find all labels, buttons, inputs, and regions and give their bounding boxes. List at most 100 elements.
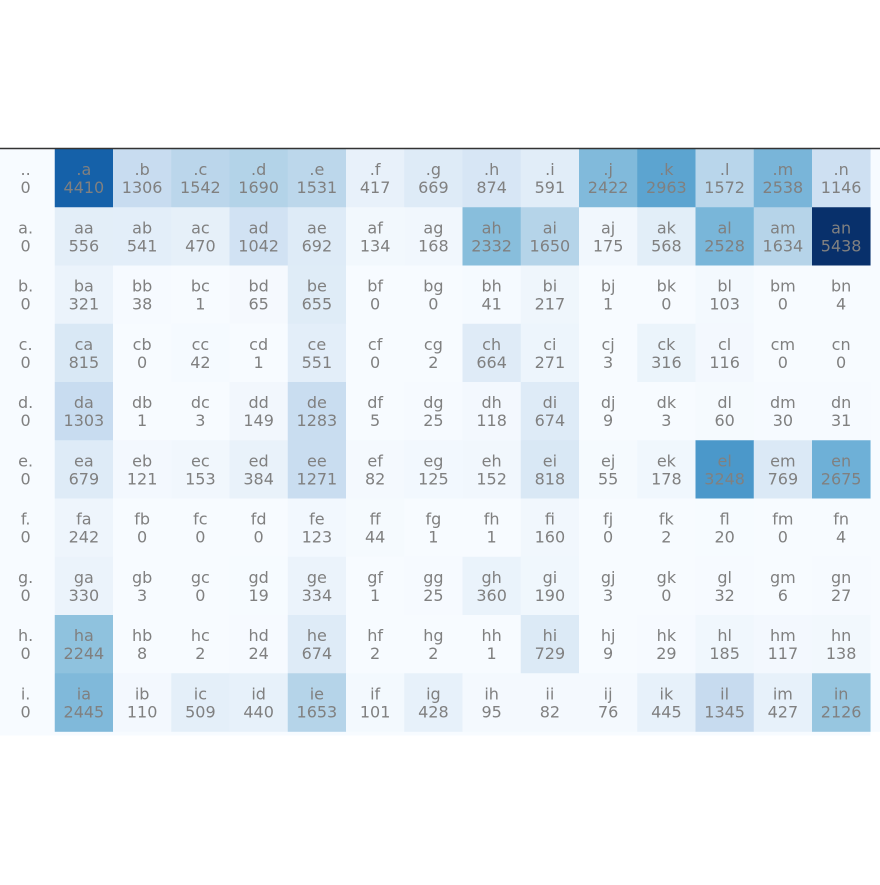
cell-value: 0 [254,528,264,547]
cell-value: 2538 [763,178,804,197]
cell-value: 2244 [64,644,105,663]
cell-rect [579,265,638,325]
cell-rect [637,615,696,674]
cell-label: fl [720,510,730,529]
cell-value: 669 [418,178,449,197]
cell-label: gm [770,568,796,587]
cell-rect [520,615,580,674]
heatmap-cell: gf1 [346,556,405,616]
cell-label: eh [482,451,502,470]
cell-value: 1572 [704,178,745,197]
cell-label: ek [657,451,677,470]
cell-label: dj [601,393,616,412]
cell-value: 25 [423,586,443,605]
cell-rect [171,556,230,616]
cell-value: 509 [185,702,216,721]
cell-label: .h [484,160,499,179]
partial-row-cell [520,731,580,736]
cell-value: 2445 [64,702,105,721]
cell-label: .i [545,160,555,179]
cell-label: gk [657,568,677,587]
heatmap-cell: bg0 [404,265,463,325]
heatmap-cell: fm0 [753,498,813,558]
cell-label: if [370,684,380,703]
cell-rect [54,440,114,499]
cell-label: ih [484,684,499,703]
cell-label: ec [191,451,210,470]
partial-column-cell [870,615,880,674]
cell-rect [113,149,172,208]
cell-value: 82 [365,469,385,488]
cell-value: 818 [535,469,566,488]
cell-rect [812,556,871,616]
cell-value: 384 [243,469,274,488]
cell-label: bb [132,277,152,296]
cell-label: hf [367,626,383,645]
cell-label: ib [135,684,150,703]
cell-rect [171,382,230,441]
cell-label: ii [545,684,554,703]
cell-value: 3 [195,411,205,430]
cell-rect [54,149,114,208]
cell-label: c. [19,335,33,354]
cell-label: be [307,277,327,296]
cell-label: fd [251,510,267,529]
cell-label: bf [367,277,383,296]
cell-value: 1 [603,295,613,314]
cell-value: 1 [487,528,497,547]
cell-rect [404,323,463,383]
heatmap-cell: fn4 [812,498,871,558]
cell-value: 1650 [530,236,571,255]
cell-value: 815 [69,353,100,372]
heatmap-cell: dk3 [637,382,696,441]
cell-rect [753,440,813,499]
cell-rect [287,440,347,499]
cell-label: fb [134,510,150,529]
cell-value: 103 [709,295,740,314]
cell-rect [520,673,580,732]
cell-label: fi [545,510,555,529]
heatmap-cell: bf0 [346,265,405,325]
cell-label: fc [193,510,207,529]
cell-rect [287,149,347,208]
cell-value: 1 [137,411,147,430]
cell-value: 3 [603,353,613,372]
cell-rect [404,207,463,266]
cell-rect [346,265,405,325]
cell-label: ie [310,684,324,703]
cell-label: .b [135,160,150,179]
cell-rect [346,207,405,266]
cell-value: 2528 [704,236,745,255]
cell-rect [462,265,522,325]
cell-label: al [718,218,732,237]
cell-value: 1345 [704,702,745,721]
cell-rect [520,440,580,499]
cell-label: da [74,393,94,412]
cell-label: .l [720,160,730,179]
cell-label: gb [132,568,152,587]
heatmap-cell: fh1 [462,498,522,558]
cell-value: 153 [185,469,216,488]
cell-label: dd [248,393,268,412]
cell-label: hb [132,626,152,645]
cell-rect [54,207,114,266]
cell-value: 0 [195,586,205,605]
